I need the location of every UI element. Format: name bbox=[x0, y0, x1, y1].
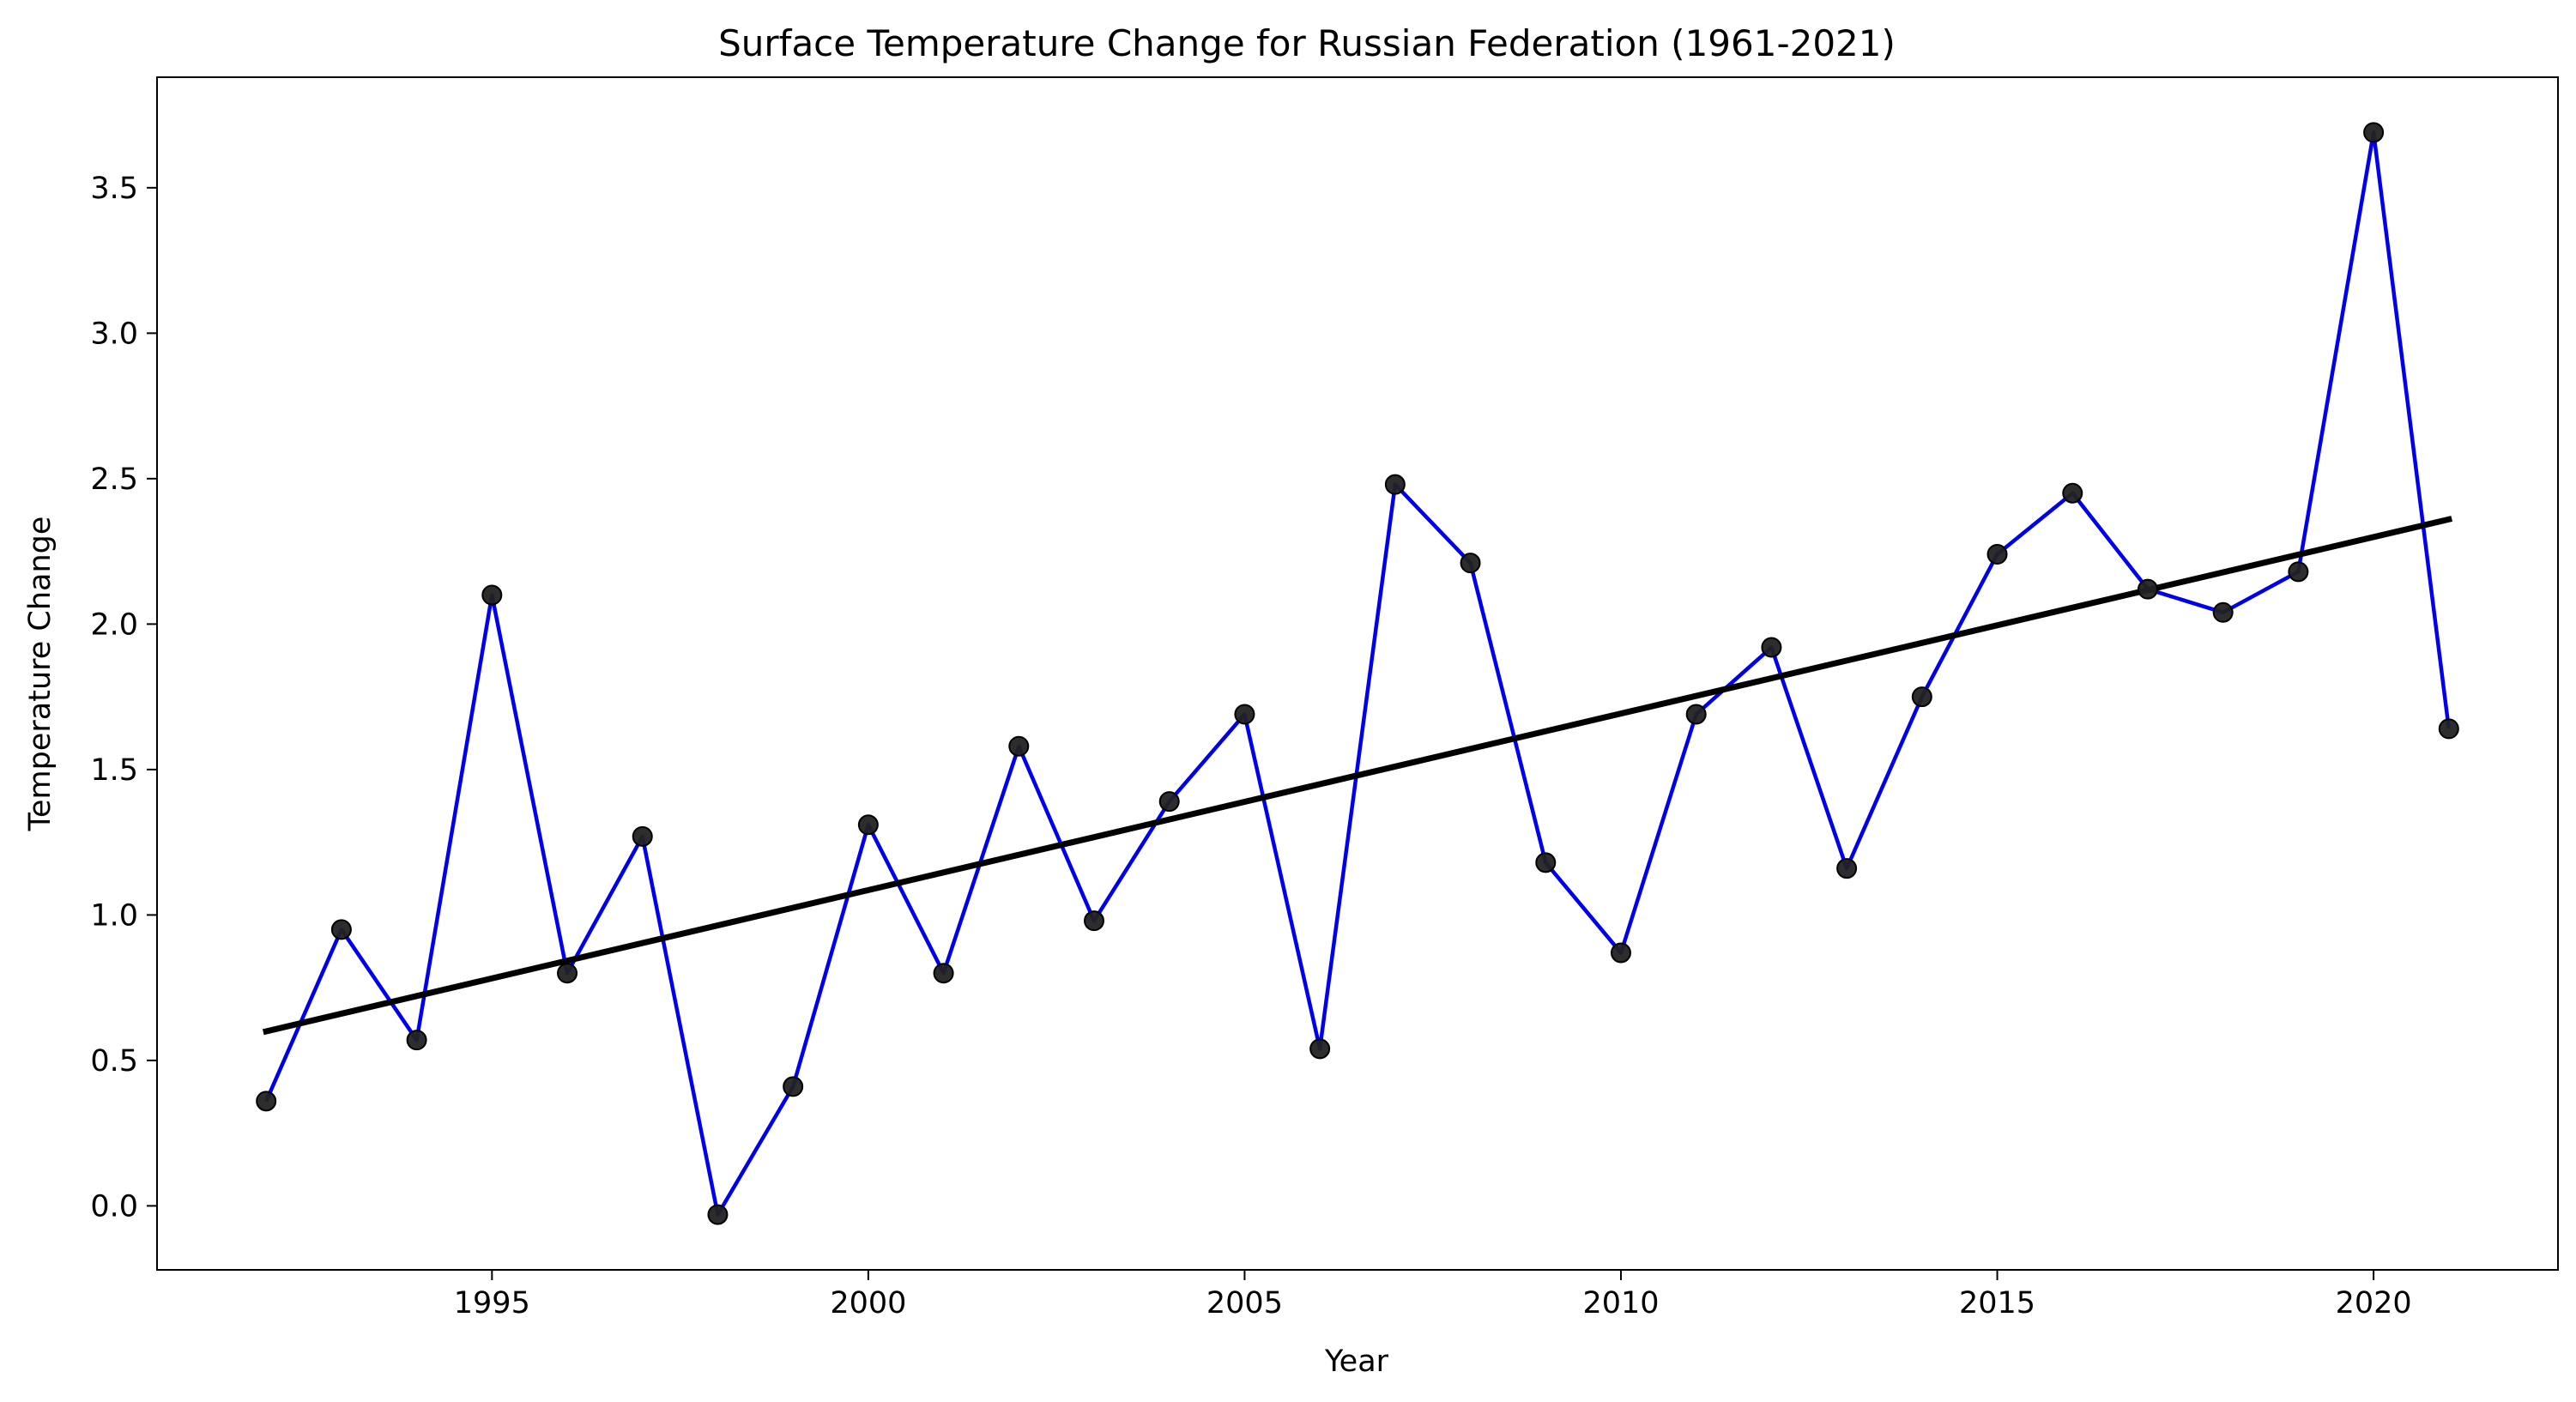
chart-title: Surface Temperature Change for Russian F… bbox=[718, 22, 1896, 64]
data-point-1996 bbox=[557, 963, 578, 984]
plot-frame bbox=[156, 76, 2559, 1271]
data-point-2011 bbox=[1685, 704, 1707, 725]
data-point-1994 bbox=[406, 1030, 427, 1051]
data-point-2005 bbox=[1234, 704, 1255, 725]
data-point-2010 bbox=[1610, 942, 1631, 964]
data-point-2003 bbox=[1084, 910, 1105, 932]
y-tick-label: 3.0 bbox=[90, 317, 138, 351]
data-point-2020 bbox=[2363, 122, 2385, 143]
plot-area bbox=[256, 122, 2459, 1225]
series-line bbox=[264, 130, 2452, 1217]
y-tick-label: 0.5 bbox=[90, 1044, 138, 1079]
y-tick-label: 1.5 bbox=[90, 753, 138, 788]
x-tick-label: 1995 bbox=[454, 1286, 530, 1320]
x-axis: 1995 2000 2005 2010 2015 2020 bbox=[454, 1270, 2412, 1320]
data-point-2000 bbox=[857, 814, 879, 836]
x-tick-label: 2010 bbox=[1582, 1286, 1659, 1320]
data-point-2014 bbox=[1911, 686, 1932, 708]
data-point-2018 bbox=[2212, 601, 2234, 623]
y-tick-label: 2.0 bbox=[90, 607, 138, 642]
data-point-2008 bbox=[1460, 553, 1481, 574]
y-axis-label: Temperature Change bbox=[23, 517, 57, 832]
data-point-1997 bbox=[632, 825, 653, 847]
data-point-2013 bbox=[1836, 858, 1858, 879]
data-point-2009 bbox=[1535, 852, 1557, 873]
data-point-2007 bbox=[1384, 474, 1406, 495]
y-tick-label: 2.5 bbox=[90, 462, 138, 497]
data-point-2021 bbox=[2438, 718, 2459, 740]
data-point-2001 bbox=[933, 963, 954, 984]
data-point-2012 bbox=[1761, 637, 1782, 658]
trend-line bbox=[262, 516, 2453, 1036]
x-axis-label: Year bbox=[1324, 1345, 1389, 1379]
data-point-1999 bbox=[783, 1076, 804, 1097]
y-axis: 0.0 0.5 1.0 1.5 2.0 2.5 3.0 3.5 bbox=[90, 172, 157, 1224]
data-point-2006 bbox=[1309, 1038, 1331, 1060]
data-point-2019 bbox=[2288, 561, 2309, 583]
x-tick-label: 2020 bbox=[2336, 1286, 2412, 1320]
y-tick-label: 1.0 bbox=[90, 898, 138, 933]
y-tick-label: 3.5 bbox=[90, 172, 138, 206]
data-point-2015 bbox=[1986, 544, 2008, 565]
data-point-2017 bbox=[2137, 578, 2158, 600]
data-point-1993 bbox=[330, 919, 352, 940]
data-point-2016 bbox=[2062, 482, 2083, 504]
data-point-1992 bbox=[256, 1091, 277, 1112]
x-tick-label: 2005 bbox=[1206, 1286, 1283, 1320]
data-point-2004 bbox=[1158, 791, 1180, 813]
y-tick-label: 0.0 bbox=[90, 1189, 138, 1224]
x-tick-label: 2015 bbox=[1959, 1286, 2035, 1320]
data-point-1995 bbox=[481, 584, 503, 606]
x-tick-label: 2000 bbox=[830, 1286, 906, 1320]
data-point-2002 bbox=[1008, 735, 1030, 757]
data-point-1998 bbox=[707, 1204, 729, 1225]
